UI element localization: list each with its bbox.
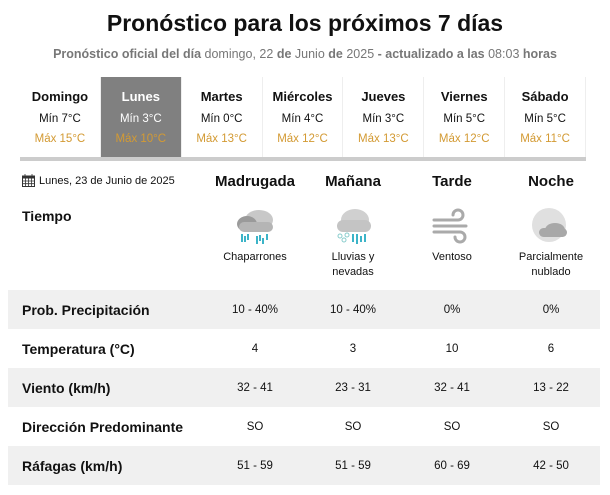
row-value: 23 - 31	[335, 381, 371, 394]
weather-cell: Lluvias y nevadas	[298, 206, 408, 280]
tiempo-label: Tiempo	[22, 208, 72, 224]
weather-cell: Chaparrones	[200, 206, 310, 265]
table-row: Temperatura (°C) 4 3 10 6	[8, 329, 600, 368]
day-min: Mín 3°C	[119, 113, 162, 125]
day-max: Máx 10°C	[115, 133, 167, 145]
weather-desc-2: nublado	[531, 266, 571, 278]
row-value: 32 - 41	[237, 381, 273, 394]
row-label: Temperatura (°C)	[22, 340, 135, 357]
row-value: 10	[445, 342, 459, 355]
day-min: Mín 5°C	[443, 113, 486, 125]
partly-cloudy-night-icon	[496, 206, 606, 246]
table-row: Prob. Precipitación 10 - 40% 10 - 40% 0% 0%	[8, 290, 600, 329]
row-value: SO	[246, 420, 264, 433]
page-title: Pronóstico para los próximos 7 días	[106, 10, 504, 36]
row-value: 4	[251, 342, 259, 355]
weather-cell: Parcialmente nublado	[496, 206, 606, 280]
weather-desc-2: nevadas	[332, 266, 374, 278]
row-value: 51 - 59	[335, 459, 371, 472]
date-label: Lunes, 23 de Junio de 2025	[22, 174, 175, 187]
row-label: Dirección Predominante	[22, 418, 184, 435]
day-name: Viernes	[440, 89, 488, 104]
period-header: Noche	[528, 173, 574, 190]
day-min: Mín 4°C	[281, 113, 324, 125]
day-max: Máx 12°C	[438, 133, 490, 145]
day-name: Miércoles	[272, 89, 333, 104]
day-min: Mín 5°C	[524, 113, 566, 125]
wind-icon	[397, 206, 507, 246]
tab-day-5[interactable]: Viernes Mín 5°C Máx 12°C	[424, 77, 506, 157]
row-value: 10 - 40%	[329, 303, 377, 316]
tab-day-0[interactable]: Domingo Mín 7°C Máx 15°C	[20, 77, 101, 157]
row-value: 6	[547, 342, 555, 355]
tab-day-4[interactable]: Jueves Mín 3°C Máx 13°C	[343, 77, 425, 157]
day-min: Mín 7°C	[39, 113, 81, 125]
day-max: Máx 13°C	[358, 133, 409, 145]
weather-cell: Ventoso	[397, 206, 507, 265]
row-value: 13 - 22	[533, 381, 569, 394]
tab-day-2[interactable]: Martes Mín 0°C Máx 13°C	[182, 77, 263, 157]
day-name: Martes	[200, 89, 243, 104]
row-value: 3	[349, 342, 357, 355]
weather-desc: Lluvias y	[331, 251, 375, 263]
day-name: Jueves	[361, 89, 406, 104]
row-value: 0%	[542, 303, 560, 316]
day-name: Sábado	[521, 89, 569, 104]
day-name: Lunes	[121, 89, 160, 104]
table-row: Dirección Predominante SO SO SO SO	[8, 407, 600, 446]
row-value: 51 - 59	[237, 459, 273, 472]
day-tabs: (function(){const d=JSON.parse(document.…	[20, 77, 587, 161]
period-header: Madrugada	[214, 173, 295, 190]
period-header: Mañana	[325, 173, 381, 190]
day-name: Domingo	[31, 89, 89, 104]
row-value: SO	[344, 420, 362, 433]
row-value: 10 - 40%	[231, 303, 279, 316]
row-label: Ráfagas (km/h)	[22, 457, 123, 474]
row-value: 42 - 50	[533, 459, 569, 472]
tab-day-1[interactable]: Lunes Mín 3°C Máx 10°C	[100, 77, 182, 157]
rain-snow-icon	[298, 206, 408, 246]
row-value: 32 - 41	[434, 381, 470, 394]
day-max: Máx 11°C	[520, 133, 570, 145]
day-min: Mín 3°C	[362, 113, 405, 125]
subtitle: Pronóstico oficial del día domingo, 22 d…	[53, 47, 557, 61]
row-value: SO	[542, 420, 560, 433]
calendar-icon	[22, 174, 35, 187]
rain-showers-icon	[200, 206, 310, 246]
table-row: Ráfagas (km/h) 51 - 59 51 - 59 60 - 69 42 - …	[8, 446, 600, 485]
weather-desc: Ventoso	[432, 251, 472, 263]
period-header: Tarde	[432, 173, 472, 190]
row-label: Prob. Precipitación	[22, 301, 150, 318]
day-max: Máx 15°C	[34, 133, 86, 145]
day-min: Mín 0°C	[200, 113, 243, 125]
tab-day-6[interactable]: Sábado Mín 5°C Máx 11°C	[505, 77, 587, 157]
weather-desc: Chaparrones	[223, 251, 287, 263]
row-value: 60 - 69	[434, 459, 470, 472]
table-row: Viento (km/h) 32 - 41 23 - 31 32 - 41 13 - 2…	[8, 368, 600, 407]
tab-day-3[interactable]: Miércoles Mín 4°C Máx 12°C	[263, 77, 344, 157]
date-text: Lunes, 23 de Junio de 2025	[39, 174, 175, 187]
row-label: Viento (km/h)	[22, 379, 111, 396]
weather-desc: Parcialmente	[518, 251, 584, 263]
row-value: 0%	[443, 303, 461, 316]
day-max: Máx 13°C	[196, 133, 247, 145]
day-max: Máx 12°C	[277, 133, 328, 145]
row-value: SO	[443, 420, 461, 433]
